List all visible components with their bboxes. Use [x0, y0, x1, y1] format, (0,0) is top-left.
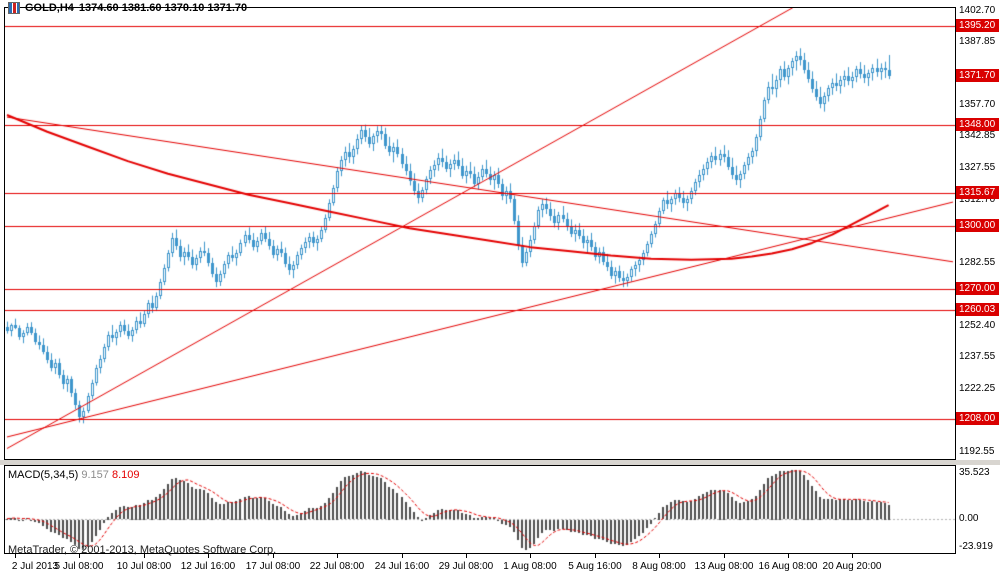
time-tick: [724, 554, 725, 558]
price-tick-label: 1282.55: [959, 257, 996, 268]
time-label: 17 Jul 08:00: [245, 561, 301, 572]
symbol-timeframe-label: GOLD,H4: [25, 1, 74, 14]
time-label: 24 Jul 16:00: [374, 561, 430, 572]
main-chart-canvas[interactable]: [4, 7, 956, 460]
macd-main-value: 9.157: [81, 469, 109, 481]
price-level-label: 1260.03: [956, 303, 999, 316]
time-label: 13 Aug 08:00: [694, 561, 754, 572]
time-label: 29 Jul 08:00: [438, 561, 494, 572]
time-label: 2 Jul 2013: [11, 561, 59, 572]
time-tick: [788, 554, 789, 558]
price-tick-label: 1192.55: [959, 446, 995, 457]
time-tick: [852, 554, 853, 558]
time-label: 16 Aug 08:00: [758, 561, 818, 572]
copyright-label: MetaTrader, © 2001-2013, MetaQuotes Soft…: [8, 544, 277, 556]
macd-scale-label: 0.00: [959, 513, 979, 524]
time-tick: [402, 554, 403, 558]
time-tick: [337, 554, 338, 558]
price-axis[interactable]: 1402.70 1387.85 1357.70 1342.85 1327.55 1312.…: [956, 0, 1000, 578]
time-label: 22 Jul 08:00: [309, 561, 365, 572]
time-tick: [273, 554, 274, 558]
time-label: 1 Aug 08:00: [503, 561, 557, 572]
price-tick-label: 1357.70: [959, 99, 996, 110]
time-label: 20 Aug 20:00: [822, 561, 882, 572]
price-level-label: 1315.67: [956, 186, 999, 199]
macd-scale-label: 35.523: [959, 467, 990, 478]
price-tick-label: 1237.55: [959, 351, 996, 362]
price-tick-label: 1402.70: [959, 5, 996, 16]
price-level-label: 1300.00: [956, 219, 999, 232]
time-label: 5 Jul 08:00: [54, 561, 104, 572]
time-tick: [79, 554, 80, 558]
time-label: 8 Aug 08:00: [632, 561, 686, 572]
ohlc-values: 1374.60 1381.60 1370.10 1371.70: [78, 1, 248, 14]
macd-scale-label: -23.919: [959, 541, 993, 552]
macd-indicator-label: MACD(5,34,5) 9.157 8.109: [8, 469, 139, 481]
chart-title: GOLD,H4 1374.60 1381.60 1370.10 1371.70: [8, 1, 247, 14]
macd-indicator-canvas[interactable]: [4, 465, 956, 554]
time-label: 12 Jul 16:00: [180, 561, 236, 572]
price-tick-label: 1252.40: [959, 320, 996, 331]
panel-splitter[interactable]: [0, 460, 1000, 465]
chart-icon: [8, 1, 20, 14]
time-label: 5 Aug 16:00: [568, 561, 622, 572]
price-level-label: 1270.00: [956, 282, 999, 295]
time-tick: [208, 554, 209, 558]
price-tick-label: 1387.85: [959, 36, 996, 47]
price-level-label: 1208.00: [956, 412, 999, 425]
price-tick-label: 1222.25: [959, 383, 996, 394]
price-level-label: 1395.20: [956, 19, 999, 32]
time-axis[interactable]: 2 Jul 2013 5 Jul 08:00 10 Jul 08:00 12 Jul …: [0, 554, 1000, 578]
price-tick-label: 1327.55: [959, 162, 996, 173]
price-tick-label: 1312.70: [959, 194, 996, 205]
current-price-label: 1371.70: [956, 69, 999, 82]
time-tick: [595, 554, 596, 558]
price-tick-label: 1342.85: [959, 130, 996, 141]
time-tick: [530, 554, 531, 558]
time-tick: [659, 554, 660, 558]
macd-signal-value: 8.109: [111, 469, 140, 481]
time-tick: [466, 554, 467, 558]
time-tick: [15, 554, 16, 558]
time-label: 10 Jul 08:00: [116, 561, 172, 572]
macd-name: MACD(5,34,5): [8, 469, 79, 481]
price-level-label: 1348.00: [956, 118, 999, 131]
time-tick: [144, 554, 145, 558]
